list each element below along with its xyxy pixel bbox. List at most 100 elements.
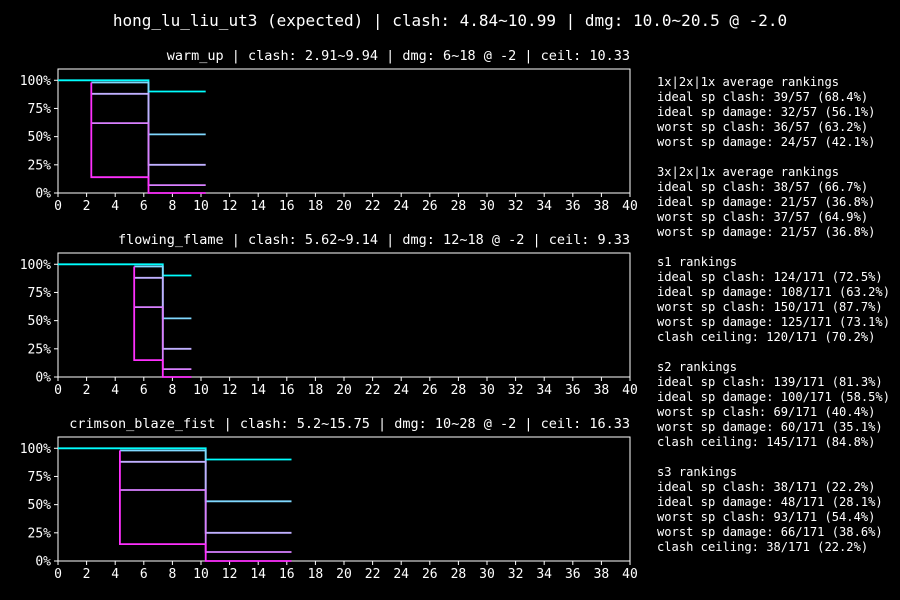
chart-panel: warm_up | clash: 2.91~9.94 | dmg: 6~18 @… (20, 48, 638, 214)
ranking-line: ideal sp damage: 48/171 (28.1%) (657, 495, 883, 509)
x-tick-label: 36 (565, 383, 581, 398)
x-tick-label: 10 (193, 383, 209, 398)
x-tick-label: 18 (308, 567, 324, 582)
ranking-line: ideal sp damage: 32/57 (56.1%) (657, 105, 876, 119)
chart-panel: crimson_blaze_fist | clash: 5.2~15.75 | … (20, 416, 638, 582)
ranking-line: worst sp clash: 150/171 (87.7%) (657, 300, 883, 314)
x-tick-label: 0 (54, 567, 62, 582)
y-tick-label: 100% (20, 442, 51, 457)
x-tick-label: 32 (508, 199, 524, 214)
ranking-line: worst sp clash: 69/171 (40.4%) (657, 405, 876, 419)
ranking-group-heading: s2 rankings (657, 360, 738, 374)
x-tick-label: 14 (250, 199, 266, 214)
x-tick-label: 8 (168, 383, 176, 398)
ranking-line: worst sp damage: 66/171 (38.6%) (657, 525, 883, 539)
x-tick-label: 6 (140, 567, 148, 582)
chart-title: warm_up | clash: 2.91~9.94 | dmg: 6~18 @… (167, 48, 630, 64)
x-tick-label: 24 (393, 199, 409, 214)
ranking-line: ideal sp clash: 124/171 (72.5%) (657, 270, 883, 284)
x-tick-label: 38 (594, 199, 610, 214)
x-tick-label: 34 (536, 383, 552, 398)
x-tick-label: 14 (250, 567, 266, 582)
y-tick-label: 25% (28, 526, 52, 541)
x-tick-label: 0 (54, 383, 62, 398)
ranking-group-heading: 1x|2x|1x average rankings (657, 75, 840, 89)
ranking-line: ideal sp clash: 38/57 (66.7%) (657, 180, 869, 194)
rankings-sidebar: 1x|2x|1x average rankings ideal sp clash:… (657, 75, 900, 570)
ranking-group-heading: 3x|2x|1x average rankings (657, 165, 840, 179)
x-tick-label: 32 (508, 383, 524, 398)
y-tick-label: 0% (35, 555, 51, 570)
x-tick-label: 4 (111, 383, 119, 398)
ranking-line: worst sp damage: 24/57 (42.1%) (657, 135, 876, 149)
ranking-line: clash ceiling: 38/171 (22.2%) (657, 540, 869, 554)
x-tick-label: 16 (279, 383, 295, 398)
x-tick-label: 2 (83, 567, 91, 582)
plot-frame (57, 436, 631, 562)
series-line (119, 450, 292, 562)
plot-frame (57, 68, 631, 194)
y-tick-label: 25% (28, 342, 52, 357)
x-tick-label: 38 (594, 383, 610, 398)
x-tick-label: 28 (451, 199, 467, 214)
x-tick-label: 22 (365, 567, 381, 582)
x-tick-label: 10 (193, 567, 209, 582)
x-tick-label: 24 (393, 567, 409, 582)
ranking-line: worst sp clash: 37/57 (64.9%) (657, 210, 869, 224)
x-tick-label: 6 (140, 199, 148, 214)
y-tick-label: 50% (28, 314, 52, 329)
x-tick-label: 38 (594, 567, 610, 582)
chart-title: crimson_blaze_fist | clash: 5.2~15.75 | … (69, 416, 630, 432)
y-tick-label: 100% (20, 74, 51, 89)
ranking-line: ideal sp damage: 108/171 (63.2%) (657, 285, 890, 299)
x-tick-label: 20 (336, 567, 352, 582)
x-tick-label: 4 (111, 199, 119, 214)
x-tick-label: 30 (479, 383, 495, 398)
series-line (58, 263, 192, 277)
chart-panel: flowing_flame | clash: 5.62~9.14 | dmg: … (20, 232, 638, 398)
x-tick-label: 0 (54, 199, 62, 214)
x-tick-label: 34 (536, 567, 552, 582)
x-tick-label: 18 (308, 383, 324, 398)
x-tick-label: 40 (622, 567, 638, 582)
ranking-group: s1 rankings ideal sp clash: 124/171 (72.5… (657, 255, 900, 345)
x-tick-label: 22 (365, 383, 381, 398)
ranking-line: worst sp damage: 21/57 (36.8%) (657, 225, 876, 239)
x-tick-label: 4 (111, 567, 119, 582)
x-tick-label: 32 (508, 567, 524, 582)
y-tick-label: 50% (28, 130, 52, 145)
x-tick-label: 34 (536, 199, 552, 214)
series-line (134, 306, 192, 371)
x-tick-label: 16 (279, 199, 295, 214)
plot-frame (57, 252, 631, 378)
ranking-line: ideal sp clash: 139/171 (81.3%) (657, 375, 883, 389)
x-tick-label: 28 (451, 567, 467, 582)
x-tick-label: 12 (222, 567, 238, 582)
ranking-line: clash ceiling: 145/171 (84.8%) (657, 435, 876, 449)
ranking-line: worst sp damage: 125/171 (73.1%) (657, 315, 890, 329)
chart-panels: warm_up | clash: 2.91~9.94 | dmg: 6~18 @… (20, 48, 638, 582)
x-tick-label: 14 (250, 383, 266, 398)
ranking-line: clash ceiling: 120/171 (70.2%) (657, 330, 876, 344)
ranking-group: 1x|2x|1x average rankings ideal sp clash:… (657, 75, 900, 150)
ranking-group: 3x|2x|1x average rankings ideal sp clash:… (657, 165, 900, 240)
ranking-group: s2 rankings ideal sp clash: 139/171 (81.3… (657, 360, 900, 450)
series-line (90, 82, 206, 194)
x-tick-label: 36 (565, 567, 581, 582)
y-tick-label: 75% (28, 102, 52, 117)
ranking-line: worst sp damage: 60/171 (35.1%) (657, 420, 883, 434)
y-tick-label: 75% (28, 286, 52, 301)
x-tick-label: 28 (451, 383, 467, 398)
ranking-line: ideal sp damage: 21/57 (36.8%) (657, 195, 876, 209)
x-tick-label: 36 (565, 199, 581, 214)
x-tick-label: 18 (308, 199, 324, 214)
x-tick-label: 26 (422, 567, 438, 582)
x-tick-label: 10 (193, 199, 209, 214)
x-tick-label: 20 (336, 199, 352, 214)
ranking-line: ideal sp clash: 39/57 (68.4%) (657, 90, 869, 104)
ranking-line: worst sp clash: 36/57 (63.2%) (657, 120, 869, 134)
x-tick-label: 2 (83, 199, 91, 214)
x-tick-label: 12 (222, 383, 238, 398)
y-tick-label: 0% (35, 187, 51, 202)
x-tick-label: 22 (365, 199, 381, 214)
